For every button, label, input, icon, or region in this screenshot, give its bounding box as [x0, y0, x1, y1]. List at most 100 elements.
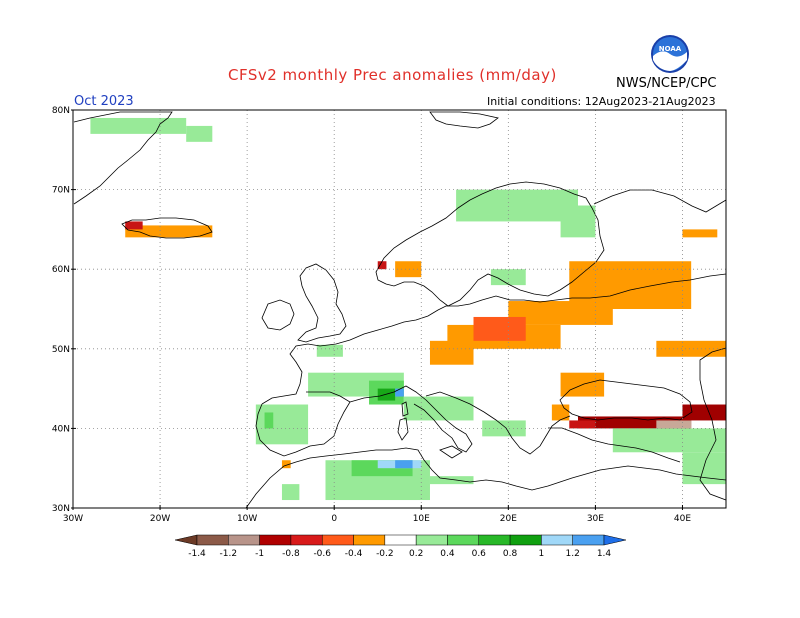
colorbar-label: -0.6: [313, 549, 331, 559]
lon-label: 10W: [237, 514, 257, 524]
iberia-coast: [255, 391, 351, 457]
svalbard-coast: [429, 111, 499, 129]
colorbar-swatch: [196, 534, 229, 546]
anomaly-cell-neg_light_brown: [656, 420, 692, 429]
black-sea-coast: [559, 379, 693, 421]
colorbar-min-arrow: [174, 534, 198, 546]
colorbar: -1.4 -1.2 -1 -0.8 -0.6 -0.4 -0.2 0.2 0.4 0.6 0.8 1 1…: [174, 534, 627, 559]
lat-label: 50N: [52, 345, 70, 355]
colorbar-swatch: [259, 534, 292, 546]
lat-label: 40N: [52, 424, 70, 434]
colorbar-label: -0.8: [282, 549, 300, 559]
colorbar-max-arrow: [603, 534, 627, 546]
italy-coast: [349, 385, 473, 453]
colorbar-swatch: [447, 534, 480, 546]
colorbar-swatch: [509, 534, 542, 546]
anomaly-cell-pos_light: [612, 428, 726, 453]
lat-label: 80N: [52, 106, 70, 116]
forecast-month: Oct 2023: [74, 94, 134, 109]
caspian-coast: [699, 347, 727, 501]
anomaly-cell-pos_light: [186, 125, 213, 142]
anomaly-cell-pos_light: [482, 420, 526, 437]
anomaly-cell-pos_blue: [395, 388, 404, 397]
colorbar-swatch: [290, 534, 323, 546]
lon-label: 10E: [413, 514, 430, 524]
anomaly-cell-neg_red: [569, 420, 596, 429]
lat-label: 70N: [52, 186, 70, 196]
lon-label: 40E: [674, 514, 691, 524]
anomaly-cell-neg_orange: [508, 301, 613, 325]
anomaly-cell-pos_light: [316, 344, 343, 357]
anomaly-cell-pos_light: [429, 476, 474, 485]
anomaly-cell-pos_light: [456, 189, 578, 222]
sardinia-coast: [397, 417, 409, 441]
colorbar-swatch: [384, 534, 417, 546]
latitude-labels: 30N 40N 50N 60N 70N 80N: [52, 106, 76, 514]
anomaly-cell-neg_orange: [281, 460, 291, 469]
map-frame: [72, 109, 727, 509]
turkey-coast: [548, 427, 681, 463]
colorbar-label: -0.2: [376, 549, 394, 559]
lon-label: 30W: [63, 514, 83, 524]
noaa-logo: NOAA: [651, 35, 689, 73]
colorbar-label: -0.4: [345, 549, 363, 559]
lon-label: 30E: [587, 514, 604, 524]
scandinavia-coast: [375, 181, 605, 307]
anomaly-cell-neg_orange: [551, 404, 570, 421]
longitude-labels: 30W 20W 10W 0 10E 20E 30E 40E: [63, 505, 691, 524]
anomaly-shading: [90, 117, 726, 501]
initial-conditions: Initial conditions: 12Aug2023-21Aug2023: [487, 95, 716, 108]
anomaly-cell-pos_blue: [395, 460, 413, 469]
colorbar-label: 0.8: [503, 549, 518, 559]
ireland-coast: [261, 299, 295, 331]
colorbar-swatch: [541, 534, 573, 546]
noaa-logo-text: NOAA: [659, 45, 682, 53]
lat-label: 30N: [52, 504, 70, 514]
iceland-coast: [121, 217, 213, 239]
anomaly-cell-neg_orange: [395, 261, 422, 278]
lon-label: 0: [331, 514, 337, 524]
anomaly-cell-neg_red_orange: [473, 316, 526, 341]
corsica-coast: [401, 401, 409, 417]
anomaly-cell-neg_red: [377, 261, 387, 270]
colorbar-swatch: [321, 534, 354, 546]
map-title: CFSv2 monthly Prec anomalies (mm/day): [228, 66, 557, 84]
lat-label: 60N: [52, 265, 70, 275]
colorbar-swatch: [572, 534, 605, 546]
colorbar-label: 0.4: [440, 549, 455, 559]
lon-label: 20W: [150, 514, 170, 524]
anomaly-cell-neg_orange: [656, 340, 726, 357]
colorbar-swatch: [478, 534, 511, 546]
anomaly-cell-pos_light: [255, 404, 309, 445]
anomaly-cell-pos_light: [490, 269, 526, 286]
sicily-coast: [439, 445, 463, 459]
anomaly-cell-neg_orange: [125, 225, 213, 238]
colorbar-label: 0.2: [409, 549, 423, 559]
europe-coast: [261, 273, 727, 405]
lon-label: 20E: [500, 514, 517, 524]
agency-label: NWS/NCEP/CPC: [616, 76, 717, 91]
britain-coast: [297, 263, 347, 343]
colorbar-label: -1.2: [220, 549, 238, 559]
colorbar-label: 1: [539, 549, 545, 559]
anomaly-cell-pos_light: [560, 205, 596, 238]
balkan-coast: [425, 391, 571, 455]
coastline-layer: [73, 111, 727, 509]
anomaly-cell-pos_light: [403, 396, 474, 421]
anomaly-cell-neg_red: [125, 221, 143, 230]
colorbar-swatch: [353, 534, 386, 546]
anomaly-cell-pos_light: [90, 117, 187, 134]
anomaly-cell-neg_dark_red: [577, 416, 692, 429]
colorbar-label: -1.4: [188, 549, 206, 559]
colorbar-swatch: [415, 534, 448, 546]
anomaly-cell-neg_orange: [682, 229, 718, 238]
anomaly-cell-pos_light: [281, 484, 300, 501]
colorbar-label: -1: [255, 549, 264, 559]
colorbar-label: 0.6: [472, 549, 487, 559]
kola-coast: [593, 189, 727, 213]
greenland-coast: [73, 111, 173, 205]
anomaly-cell-neg_dark_red: [682, 404, 726, 421]
africa-coast: [245, 447, 727, 509]
colorbar-label: 1.2: [566, 549, 580, 559]
